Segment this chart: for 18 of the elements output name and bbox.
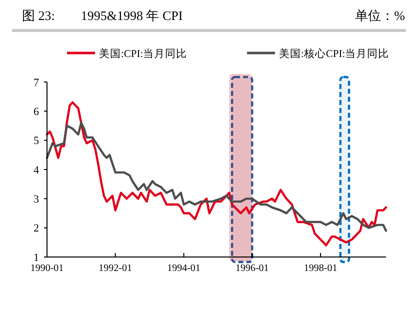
y-tick-label: 1 [34, 252, 39, 264]
y-tick-label: 4 [34, 164, 40, 176]
x-tick-label: 1994-01 [167, 263, 200, 274]
legend-label: 美国:核心CPI:当月同比 [279, 47, 390, 60]
chart-title: 图 23: 1995&1998 年 CPI [22, 8, 183, 23]
x-tick-label: 1990-01 [30, 263, 64, 274]
x-tick-label: 1996-01 [235, 263, 269, 274]
legend-label: 美国:CPI:当月同比 [99, 47, 188, 60]
y-tick-label: 3 [34, 194, 40, 206]
chart-subtitle: 单位：% [355, 8, 406, 23]
line-series [46, 101, 388, 246]
y-tick-label: 6 [34, 106, 40, 118]
y-tick-label: 2 [34, 222, 39, 235]
x-tick-label: 1992-01 [98, 263, 132, 274]
y-tick-label: 5 [34, 135, 40, 148]
line-series [46, 122, 388, 232]
x-tick-label: 1998-01 [304, 263, 338, 274]
y-tick-label: 7 [34, 76, 40, 89]
